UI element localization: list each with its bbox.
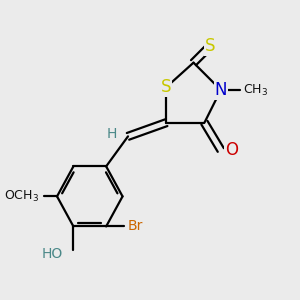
Text: N: N: [214, 81, 227, 99]
Text: OCH$_3$: OCH$_3$: [4, 189, 39, 204]
Text: HO: HO: [41, 247, 62, 261]
Text: H: H: [107, 127, 117, 141]
Text: S: S: [161, 78, 172, 96]
Text: Br: Br: [128, 219, 143, 233]
Text: O: O: [225, 141, 238, 159]
Text: CH$_3$: CH$_3$: [243, 82, 268, 98]
Text: S: S: [205, 37, 215, 55]
